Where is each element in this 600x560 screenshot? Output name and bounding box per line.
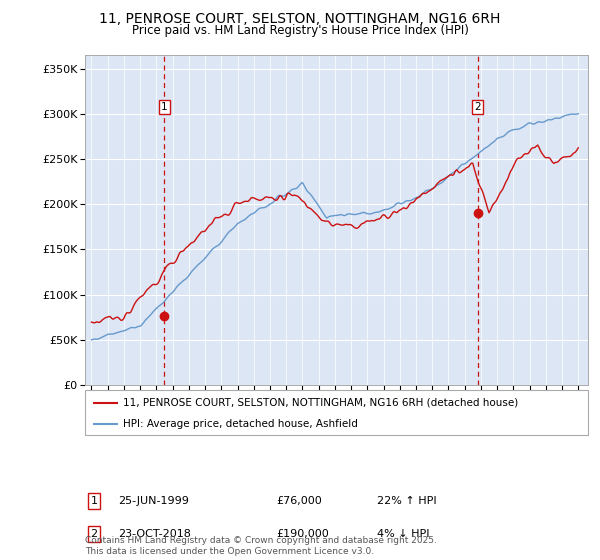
Text: 25-JUN-1999: 25-JUN-1999 (118, 496, 188, 506)
Text: 11, PENROSE COURT, SELSTON, NOTTINGHAM, NG16 6RH: 11, PENROSE COURT, SELSTON, NOTTINGHAM, … (100, 12, 500, 26)
Text: 2: 2 (91, 529, 98, 539)
Text: 11, PENROSE COURT, SELSTON, NOTTINGHAM, NG16 6RH (detached house): 11, PENROSE COURT, SELSTON, NOTTINGHAM, … (123, 398, 518, 408)
Text: HPI: Average price, detached house, Ashfield: HPI: Average price, detached house, Ashf… (123, 419, 358, 429)
Text: 1: 1 (91, 496, 98, 506)
Text: 2: 2 (475, 102, 481, 112)
FancyBboxPatch shape (85, 390, 588, 435)
Text: £190,000: £190,000 (276, 529, 329, 539)
Text: 22% ↑ HPI: 22% ↑ HPI (377, 496, 436, 506)
Text: 23-OCT-2018: 23-OCT-2018 (118, 529, 191, 539)
Text: 1: 1 (161, 102, 167, 112)
Text: Contains HM Land Registry data © Crown copyright and database right 2025.
This d: Contains HM Land Registry data © Crown c… (85, 536, 437, 556)
Text: £76,000: £76,000 (276, 496, 322, 506)
Text: Price paid vs. HM Land Registry's House Price Index (HPI): Price paid vs. HM Land Registry's House … (131, 24, 469, 37)
Text: 4% ↓ HPI: 4% ↓ HPI (377, 529, 429, 539)
